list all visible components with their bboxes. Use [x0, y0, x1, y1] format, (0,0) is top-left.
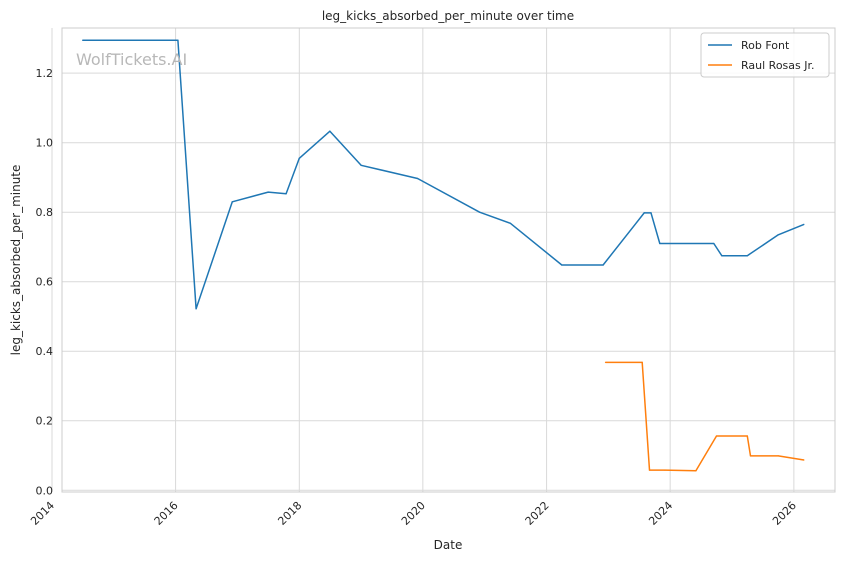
plot-area: [62, 28, 835, 492]
y-axis-title: leg_kicks_absorbed_per_minute: [9, 165, 23, 356]
data-point-rob-font: [360, 164, 362, 166]
series-line-raul-rosas-jr: [605, 361, 805, 472]
y-tick-label: 0.0: [36, 484, 54, 497]
grid: [51, 28, 835, 492]
data-point-raul-rosas-jr: [664, 469, 666, 471]
data-point-raul-rosas-jr: [746, 435, 748, 437]
data-point-rob-font: [803, 223, 805, 225]
data-point-raul-rosas-jr: [648, 469, 651, 471]
data-point-rob-font: [777, 234, 779, 236]
data-point-rob-font: [298, 157, 300, 159]
data-point-raul-rosas-jr: [749, 455, 752, 457]
legend-label-rob-font: Rob Font: [741, 39, 790, 52]
data-point-rob-font: [659, 242, 661, 245]
data-point-rob-font: [509, 222, 511, 224]
data-point-rob-font: [329, 130, 331, 132]
data-point-rob-font: [643, 212, 645, 214]
y-tick-label: 0.8: [36, 206, 54, 219]
data-point-rob-font: [267, 191, 269, 193]
legend-label-raul-rosas-jr: Raul Rosas Jr.: [741, 59, 815, 72]
data-point-rob-font: [721, 255, 723, 257]
data-point-rob-font: [82, 39, 84, 41]
data-point-rob-font: [177, 39, 179, 41]
data-point-rob-font: [195, 308, 197, 310]
watermark: WolfTickets.AI: [76, 50, 187, 69]
data-point-rob-font: [650, 212, 652, 214]
data-point-rob-font: [713, 242, 715, 245]
data-point-rob-font: [479, 211, 481, 213]
legend-box: [700, 32, 830, 78]
data-point-raul-rosas-jr: [803, 459, 805, 461]
data-point-rob-font: [746, 255, 748, 257]
data-point-raul-rosas-jr: [715, 435, 718, 437]
data-point-rob-font: [602, 264, 604, 266]
plot-frame: [61, 27, 836, 493]
data-point-rob-font: [417, 177, 419, 180]
y-tick-label: 1.2: [36, 67, 54, 80]
x-axis-title: Date: [434, 538, 463, 552]
y-tick-label: 0.2: [36, 415, 54, 428]
y-tick-label: 0.6: [36, 276, 54, 289]
data-point-raul-rosas-jr: [695, 470, 697, 472]
y-tick-label: 0.4: [36, 345, 54, 358]
data-point-raul-rosas-jr: [641, 361, 643, 363]
data-point-raul-rosas-jr: [604, 361, 607, 363]
legend: Rob Font Raul Rosas Jr.: [700, 32, 830, 78]
data-point-rob-font: [231, 201, 233, 203]
data-point-rob-font: [561, 264, 563, 266]
y-tick-label: 1.0: [36, 137, 54, 150]
series-line-rob-font: [82, 39, 805, 310]
series-layer: [82, 39, 805, 472]
data-point-rob-font: [285, 193, 287, 195]
chart-title: leg_kicks_absorbed_per_minute over time: [322, 9, 574, 23]
data-point-raul-rosas-jr: [777, 455, 779, 457]
